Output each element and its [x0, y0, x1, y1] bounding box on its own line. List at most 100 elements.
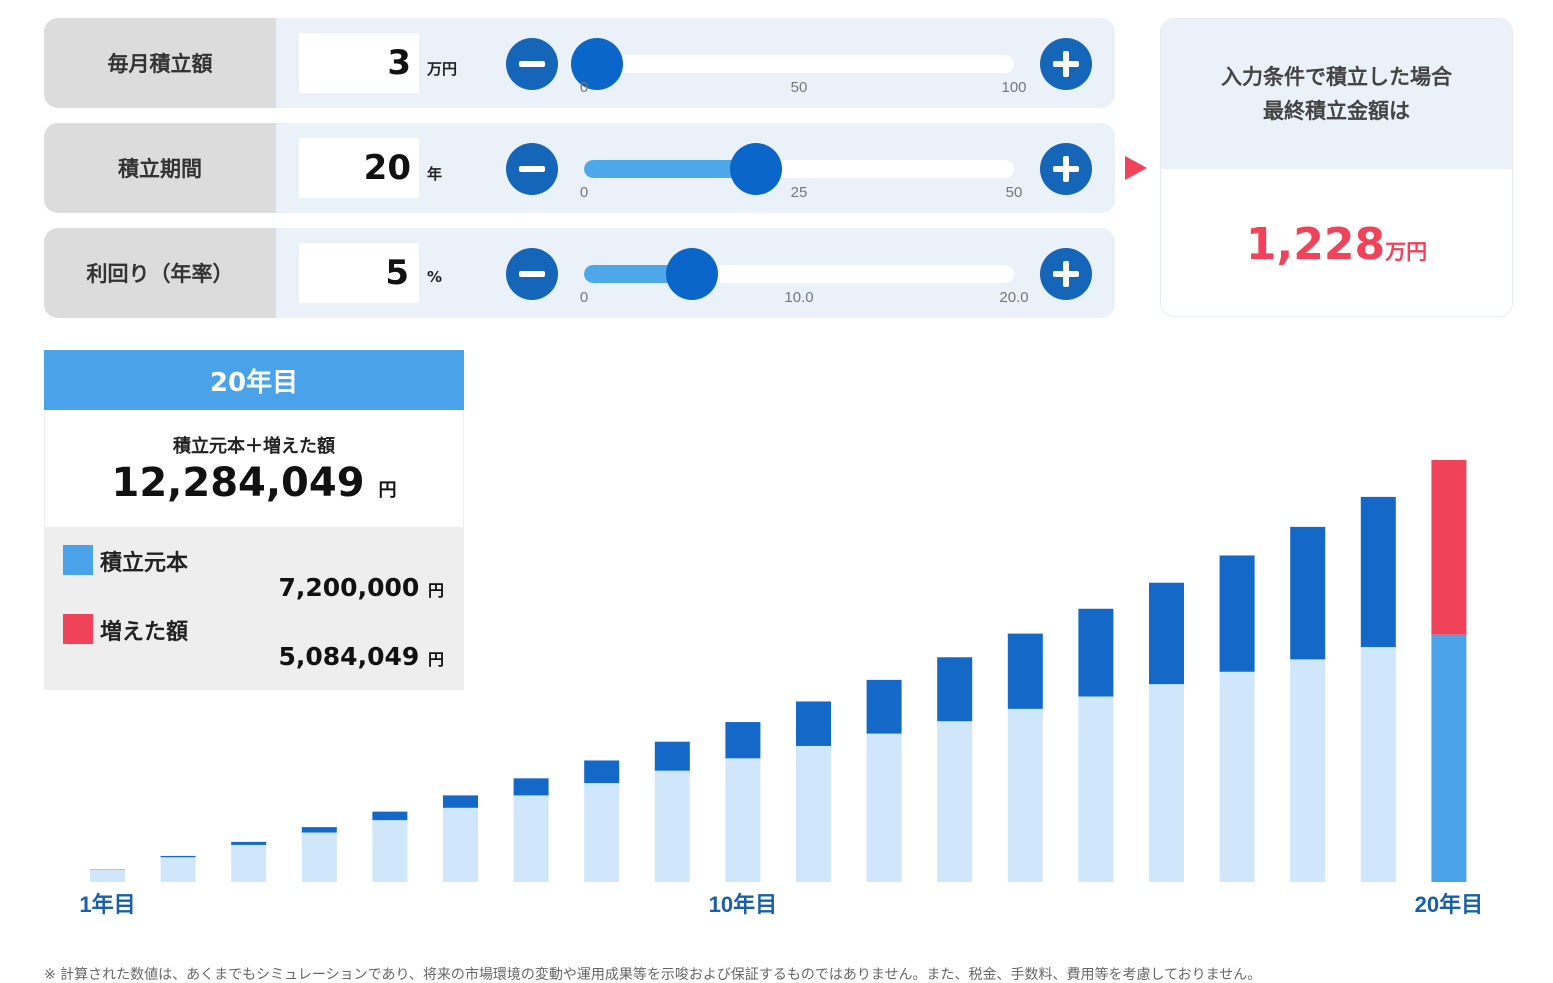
gain-amount: 5,084,049 円 — [279, 642, 445, 671]
bar-principal-17 — [1219, 671, 1255, 882]
bar-principal-2 — [160, 857, 196, 882]
bar-gain-2 — [160, 855, 196, 858]
yield-tick-mid: 10.0 — [784, 289, 814, 306]
period-minus-icon[interactable] — [506, 143, 558, 195]
monthly-amount-tick-mid: 50 — [790, 79, 808, 96]
bar-gain-19 — [1360, 496, 1396, 648]
summary-total-amount: 12,284,049 円 — [45, 460, 463, 506]
gain-label: 増えた額 — [100, 620, 189, 645]
monthly-amount-slider-track[interactable] — [584, 55, 1014, 73]
bar-principal-5 — [372, 820, 408, 882]
bar-principal-4 — [301, 832, 337, 882]
bar-gain-9 — [654, 741, 690, 771]
bar-principal-9 — [654, 770, 690, 882]
bar-gain-11 — [796, 701, 831, 746]
gain-swatch — [63, 614, 93, 644]
monthly-amount-tick-max: 100 — [1001, 79, 1027, 96]
bar-gain-18 — [1290, 526, 1326, 660]
yield-row: 利回り（年率） 5 % 0 10.0 20.0 — [44, 228, 1115, 318]
bar-principal-16 — [1149, 684, 1184, 882]
yield-input[interactable]: 5 — [299, 243, 419, 303]
bar-gain-13 — [937, 657, 973, 722]
summary-breakdown: 積立元本 7,200,000 円 増えた額 5,084,049 円 — [44, 527, 464, 690]
period-slider-fill — [584, 160, 756, 178]
bar-principal-3 — [231, 844, 267, 882]
monthly-amount-minus-icon[interactable] — [506, 38, 558, 90]
monthly-amount-input[interactable]: 3 — [299, 33, 419, 93]
yield-plus-icon[interactable] — [1040, 248, 1092, 300]
bar-gain-8 — [584, 760, 620, 784]
principal-amount: 7,200,000 円 — [279, 573, 445, 602]
yield-tick-max: 20.0 — [999, 289, 1029, 306]
bar-gain-16 — [1149, 582, 1184, 685]
yield-minus-icon[interactable] — [506, 248, 558, 300]
bar-gain-14 — [1007, 633, 1043, 709]
summary-total-value: 12,284,049 — [111, 460, 365, 506]
bar-principal-12 — [866, 733, 902, 882]
bar-principal-7 — [513, 795, 549, 882]
bar-principal-11 — [796, 745, 831, 882]
result-heading-line1: 入力条件で積立した場合 — [1221, 65, 1452, 89]
bar-gain-15 — [1078, 608, 1114, 697]
x-tick-label-1: 1年目 — [79, 892, 135, 917]
summary-card: 20年目 積立元本＋増えた額 12,284,049 円 積立元本 7,200,0… — [44, 350, 464, 690]
yield-unit: % — [427, 268, 443, 286]
period-tick-mid: 25 — [790, 184, 808, 201]
result-amount: 1,228万円 — [1161, 219, 1512, 270]
monthly-amount-unit: 万円 — [427, 60, 458, 78]
result-amount-unit: 万円 — [1385, 240, 1428, 264]
bar-gain-4 — [301, 827, 337, 833]
result-heading: 入力条件で積立した場合 最終積立金額は — [1161, 19, 1512, 169]
period-slider-thumb[interactable] — [730, 143, 782, 195]
monthly-amount-slider-thumb[interactable] — [570, 38, 623, 90]
period-slider-track[interactable] — [584, 160, 1014, 178]
x-tick-label-2: 10年目 — [709, 892, 777, 917]
bar-principal-1 — [90, 869, 125, 882]
triangle-right-icon — [1125, 156, 1147, 180]
gain-value: 5,084,049 — [278, 642, 420, 671]
principal-swatch — [63, 545, 93, 575]
period-plus-icon[interactable] — [1040, 143, 1092, 195]
period-row: 積立期間 20 年 0 25 50 — [44, 123, 1115, 213]
bar-principal-6 — [443, 807, 478, 882]
bar-gain-6 — [443, 795, 478, 808]
result-heading-line2: 最終積立金額は — [1263, 99, 1410, 123]
yield-tick-min: 0 — [579, 289, 589, 306]
bar-principal-14 — [1007, 708, 1043, 882]
result-panel: 入力条件で積立した場合 最終積立金額は 1,228万円 — [1160, 18, 1513, 317]
principal-value: 7,200,000 — [278, 573, 420, 602]
monthly-amount-label: 毎月積立額 — [44, 18, 276, 108]
bar-principal-15 — [1078, 696, 1114, 882]
bar-principal-8 — [584, 783, 620, 882]
summary-title: 20年目 — [44, 350, 464, 410]
result-amount-value: 1,228 — [1245, 219, 1386, 270]
bar-principal-13 — [937, 721, 973, 882]
bar-gain-5 — [372, 811, 408, 821]
monthly-amount-row: 毎月積立額 3 万円 0 50 100 — [44, 18, 1115, 108]
yield-label: 利回り（年率） — [44, 228, 276, 318]
period-label: 積立期間 — [44, 123, 276, 213]
bar-principal-20 — [1431, 634, 1467, 882]
disclaimer-note: ※ 計算された数値は、あくまでもシミュレーションであり、将来の市場環境の変動や運… — [44, 967, 1262, 983]
bar-gain-3 — [231, 841, 267, 845]
monthly-amount-plus-icon[interactable] — [1040, 38, 1092, 90]
bar-gain-10 — [725, 722, 761, 759]
yield-slider-track[interactable] — [584, 265, 1014, 283]
period-unit: 年 — [427, 165, 443, 183]
bar-gain-7 — [513, 778, 549, 796]
period-input[interactable]: 20 — [299, 138, 419, 198]
principal-label: 積立元本 — [100, 551, 189, 576]
monthly-amount-tick-min: 0 — [579, 79, 589, 96]
yield-slider-thumb[interactable] — [665, 248, 718, 300]
principal-yen: 円 — [427, 581, 444, 600]
bar-gain-12 — [866, 679, 902, 734]
bar-gain-20 — [1431, 460, 1467, 635]
yield-slider-fill — [584, 265, 692, 283]
x-tick-label-3: 20年目 — [1415, 892, 1483, 917]
bar-principal-18 — [1290, 659, 1326, 882]
bar-principal-19 — [1360, 647, 1396, 882]
summary-total: 積立元本＋増えた額 12,284,049 円 — [44, 410, 464, 527]
gain-yen: 円 — [427, 650, 444, 669]
accumulation-bar-chart: 1年目 10年目 20年目 — [79, 460, 1483, 917]
period-tick-max: 50 — [1005, 184, 1023, 201]
